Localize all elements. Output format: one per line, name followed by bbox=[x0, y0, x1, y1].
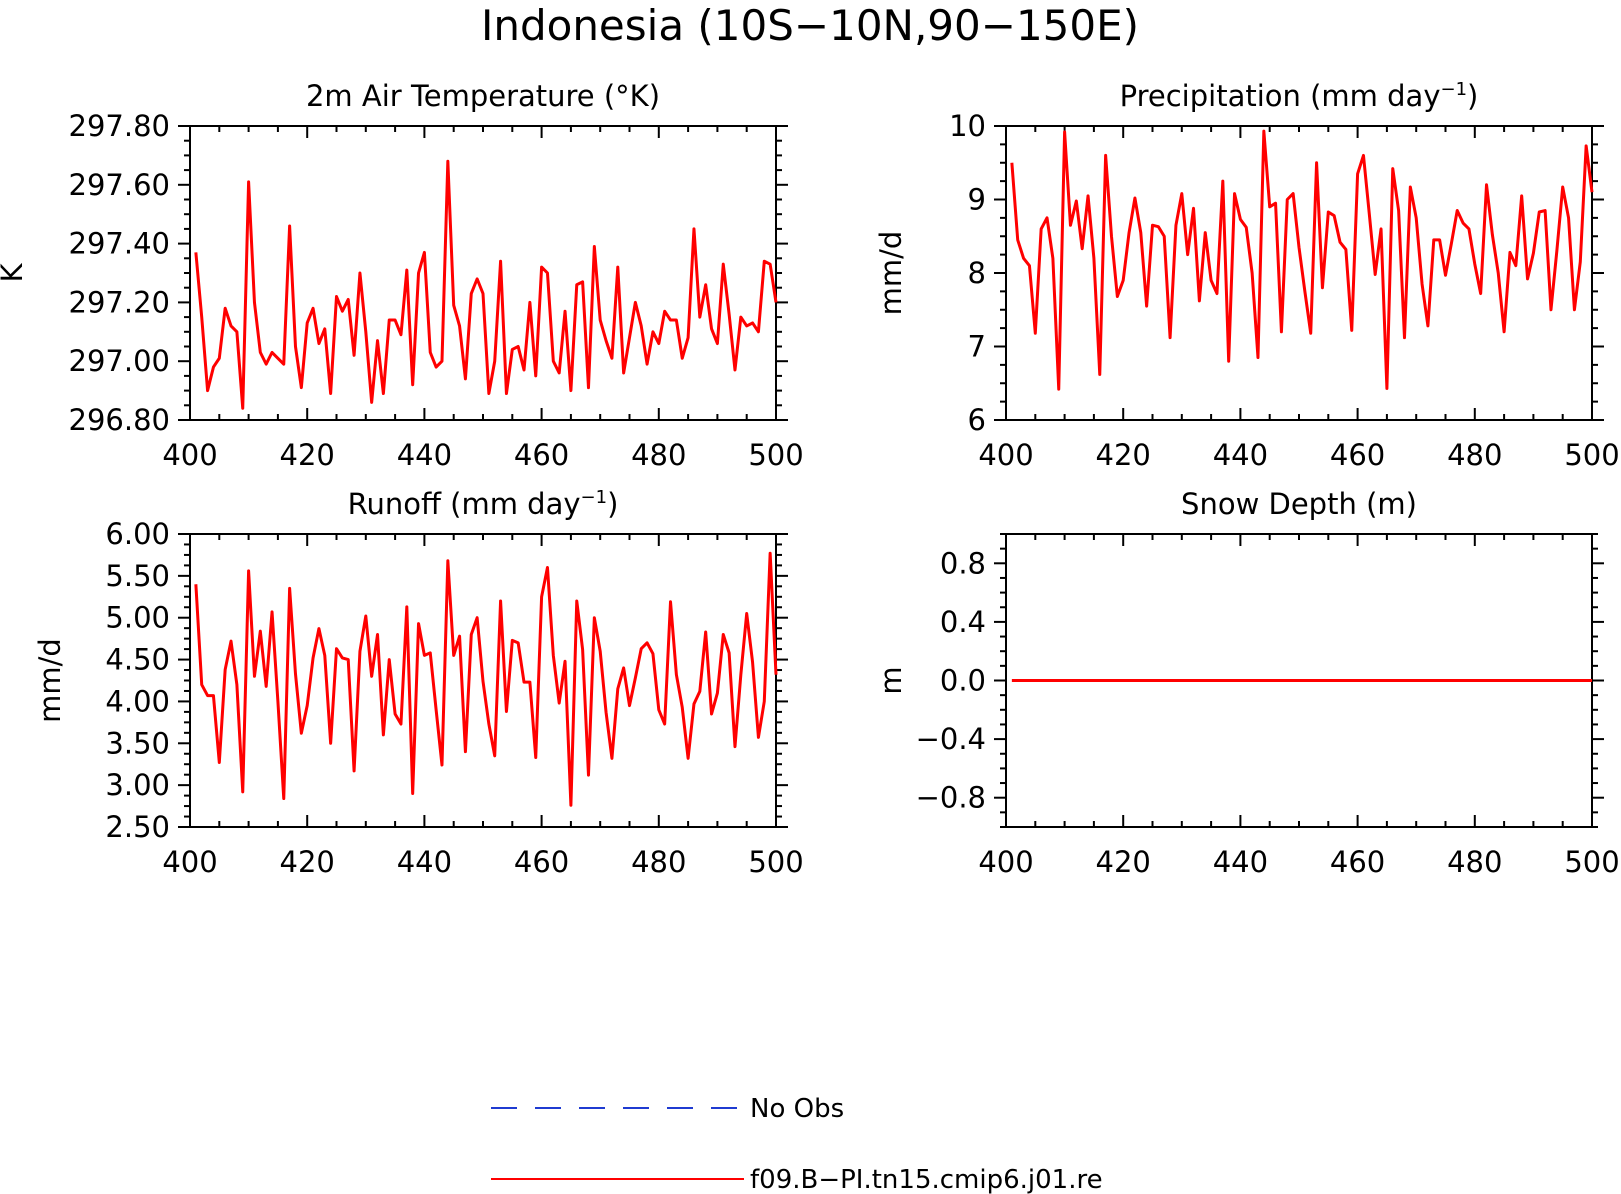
x-tick-label: 480 bbox=[1447, 438, 1502, 472]
figure-title: Indonesia (10S−10N,90−150E) bbox=[481, 1, 1139, 50]
panel-title: Runoff (mm day−1) bbox=[348, 487, 619, 521]
panel-title: 2m Air Temperature (°K) bbox=[306, 79, 660, 113]
y-tick-label: −0.8 bbox=[916, 781, 986, 815]
y-tick-label: 5.50 bbox=[105, 559, 170, 593]
x-tick-label: 460 bbox=[1330, 438, 1385, 472]
y-tick-label: 297.00 bbox=[69, 344, 170, 378]
y-tick-label: 297.20 bbox=[69, 285, 170, 319]
x-tick-label: 440 bbox=[1213, 845, 1268, 879]
x-tick-label: 400 bbox=[978, 438, 1033, 472]
chart-runoff: Runoff (mm day−1) mm/d 400 420 440 460 480 500 2… bbox=[33, 487, 804, 879]
x-tick-label: 480 bbox=[1447, 845, 1502, 879]
series-line-precipitation bbox=[1010, 129, 1594, 391]
x-tick-label: 420 bbox=[1096, 438, 1151, 472]
x-tick-label: 420 bbox=[1096, 845, 1151, 879]
y-tick-label: 3.50 bbox=[105, 726, 170, 760]
x-tick-label: 400 bbox=[978, 845, 1033, 879]
chart-panels: 2m Air Temperature (°K) K 400 420 440 460 480 5… bbox=[0, 79, 1620, 879]
x-tick-label: 440 bbox=[397, 438, 452, 472]
chart-precipitation: Precipitation (mm day−1) mm/d 400 420 440 460… bbox=[874, 79, 1620, 472]
y-tick-label: 9 bbox=[968, 183, 986, 217]
x-tick-label: 480 bbox=[631, 845, 686, 879]
y-axis-label: m bbox=[874, 666, 908, 694]
legend: No Obs f09.B−PI.tn15.cmip6.j01.re bbox=[491, 1094, 1103, 1194]
y-tick-label: 0.4 bbox=[940, 605, 986, 639]
y-tick-label: 6 bbox=[968, 403, 986, 437]
y-axis-label: K bbox=[0, 263, 29, 283]
legend-label-no-obs: No Obs bbox=[750, 1094, 844, 1124]
legend-label-model: f09.B−PI.tn15.cmip6.j01.re bbox=[750, 1165, 1103, 1194]
y-tick-label: 297.60 bbox=[69, 168, 170, 202]
x-tick-label: 440 bbox=[397, 845, 452, 879]
x-tick-label: 400 bbox=[162, 845, 217, 879]
y-tick-label: 5.00 bbox=[105, 601, 170, 635]
x-tick-label: 420 bbox=[280, 438, 335, 472]
y-tick-label: 0.0 bbox=[940, 664, 986, 698]
panel-title: Precipitation (mm day−1) bbox=[1120, 79, 1479, 113]
y-tick-label: 0.8 bbox=[940, 546, 986, 580]
y-tick-label: 297.80 bbox=[69, 109, 170, 143]
x-tick-label: 420 bbox=[280, 845, 335, 879]
y-tick-label: 4.50 bbox=[105, 643, 170, 677]
y-tick-label: 10 bbox=[949, 109, 986, 143]
y-axis-label: mm/d bbox=[874, 231, 908, 316]
x-tick-label: 480 bbox=[631, 438, 686, 472]
chart-temperature: 2m Air Temperature (°K) K 400 420 440 460 480 5… bbox=[0, 79, 804, 472]
chart-snow-depth: Snow Depth (m) m 400 420 440 460 480 500 −0.8 −0.… bbox=[874, 487, 1620, 879]
y-tick-label: 6.00 bbox=[105, 517, 170, 551]
x-tick-label: 460 bbox=[514, 438, 569, 472]
series-line-temperature bbox=[194, 159, 778, 410]
y-axis-label: mm/d bbox=[33, 638, 67, 723]
y-tick-label: 8 bbox=[968, 256, 986, 290]
x-tick-label: 500 bbox=[748, 845, 803, 879]
x-tick-label: 460 bbox=[1330, 845, 1385, 879]
y-tick-label: 296.80 bbox=[69, 403, 170, 437]
x-tick-label: 460 bbox=[514, 845, 569, 879]
x-tick-label: 500 bbox=[748, 438, 803, 472]
y-tick-label: 4.00 bbox=[105, 684, 170, 718]
plot-frame bbox=[189, 125, 777, 421]
x-tick-label: 500 bbox=[1564, 438, 1619, 472]
panel-title: Snow Depth (m) bbox=[1181, 487, 1417, 521]
y-tick-label: −0.4 bbox=[916, 722, 986, 756]
y-tick-label: 7 bbox=[968, 330, 986, 364]
y-tick-label: 2.50 bbox=[105, 810, 170, 844]
x-tick-label: 400 bbox=[162, 438, 217, 472]
y-tick-label: 3.00 bbox=[105, 768, 170, 802]
y-tick-label: 297.40 bbox=[69, 227, 170, 261]
x-tick-label: 440 bbox=[1213, 438, 1268, 472]
x-tick-label: 500 bbox=[1564, 845, 1619, 879]
series-line-runoff bbox=[194, 551, 778, 807]
